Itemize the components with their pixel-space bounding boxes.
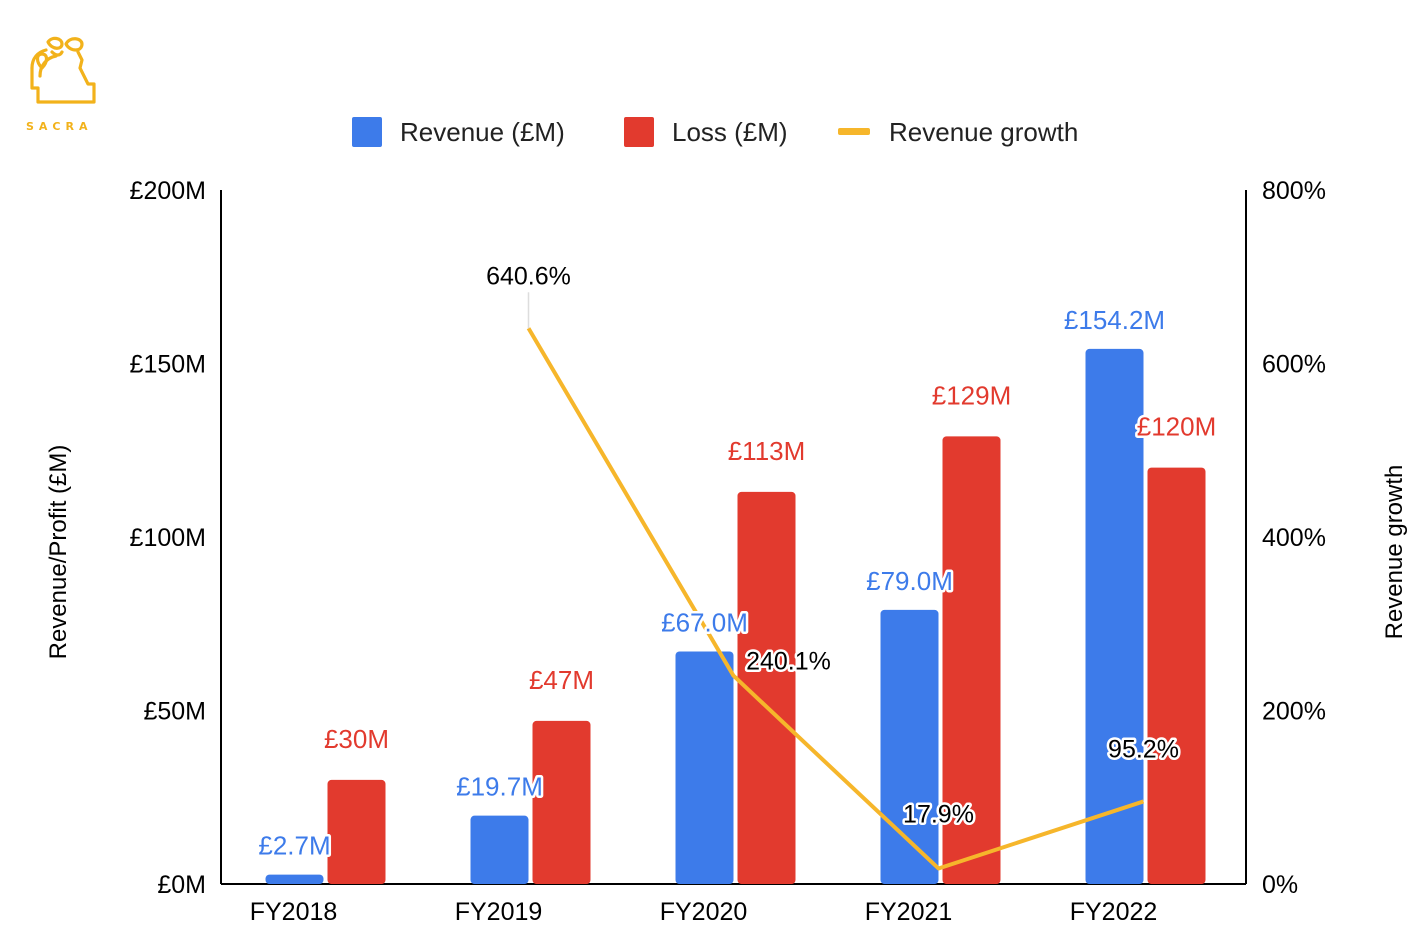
growth-data-label: 17.9%: [903, 800, 974, 828]
revenue-bar: [880, 609, 939, 884]
data-labels: £2.7M £30M £19.7M £47M £67.0M £113M £79.0M £129…: [256, 260, 1219, 863]
revenue-data-label: £19.7M: [456, 772, 543, 802]
revenue-data-label: £154.2M: [1064, 305, 1165, 335]
revenue-data-label: £2.7M: [258, 831, 330, 861]
right-axis-ticks: 0% 200% 400% 600% 800%: [1262, 177, 1326, 899]
loss-bar: [532, 720, 591, 884]
right-tick-label: 0%: [1262, 871, 1298, 899]
left-tick-label: £150M: [130, 351, 206, 379]
loss-data-label: £113M: [728, 436, 806, 466]
x-tick-label: FY2019: [455, 898, 543, 926]
legend-swatch-growth: [838, 128, 870, 135]
growth-line-series: [526, 292, 1145, 871]
legend: Revenue (£M) Loss (£M) Revenue growth: [352, 117, 1078, 147]
brand-name: SACRA: [26, 120, 93, 133]
loss-bar: [327, 779, 386, 884]
loss-bar: [1147, 467, 1206, 884]
sacra-logo: SACRA: [22, 32, 102, 142]
legend-label-growth: Revenue growth: [889, 117, 1078, 147]
left-axis-title: Revenue/Profit (£M): [45, 445, 72, 660]
x-tick-label: FY2020: [660, 898, 748, 926]
legend-swatch-revenue: [352, 117, 382, 147]
growth-data-label: 95.2%: [1108, 735, 1179, 763]
left-tick-label: £100M: [130, 524, 206, 552]
right-tick-label: 200%: [1262, 698, 1326, 726]
x-axis-ticks: FY2018 FY2019 FY2020 FY2021 FY2022: [250, 898, 1158, 926]
sacra-logo-icon: [30, 36, 96, 104]
left-tick-label: £200M: [130, 177, 206, 205]
right-axis-title: Revenue growth: [1381, 465, 1408, 640]
legend-label-revenue: Revenue (£M): [400, 117, 565, 147]
x-tick-label: FY2022: [1070, 898, 1158, 926]
right-tick-label: 600%: [1262, 351, 1326, 379]
loss-data-label: £47M: [529, 665, 594, 695]
loss-bar: [942, 436, 1001, 884]
left-tick-label: £0M: [157, 871, 206, 899]
revenue-bar: [675, 651, 734, 884]
right-tick-label: 400%: [1262, 524, 1326, 552]
legend-label-loss: Loss (£M): [672, 117, 788, 147]
loss-data-label: £129M: [932, 380, 1012, 410]
loss-data-label: £30M: [324, 724, 389, 754]
x-tick-label: FY2018: [250, 898, 338, 926]
revenue-data-label: £67.0M: [661, 608, 748, 638]
bar-series: [265, 348, 1206, 884]
revenue-data-label: £79.0M: [866, 566, 953, 596]
revenue-bar: [265, 874, 324, 884]
left-tick-label: £50M: [143, 698, 206, 726]
right-tick-label: 800%: [1262, 177, 1326, 205]
x-tick-label: FY2021: [865, 898, 953, 926]
loss-bar: [737, 491, 796, 884]
revenue-bar: [1085, 348, 1144, 884]
loss-data-label: £120M: [1137, 412, 1217, 442]
growth-data-label: 640.6%: [486, 262, 571, 290]
revenue-bar: [470, 815, 529, 884]
legend-swatch-loss: [624, 117, 654, 147]
left-axis-ticks: £0M £50M £100M £150M £200M: [130, 177, 206, 899]
growth-line: [526, 327, 1145, 871]
growth-data-label: 240.1%: [746, 648, 831, 676]
